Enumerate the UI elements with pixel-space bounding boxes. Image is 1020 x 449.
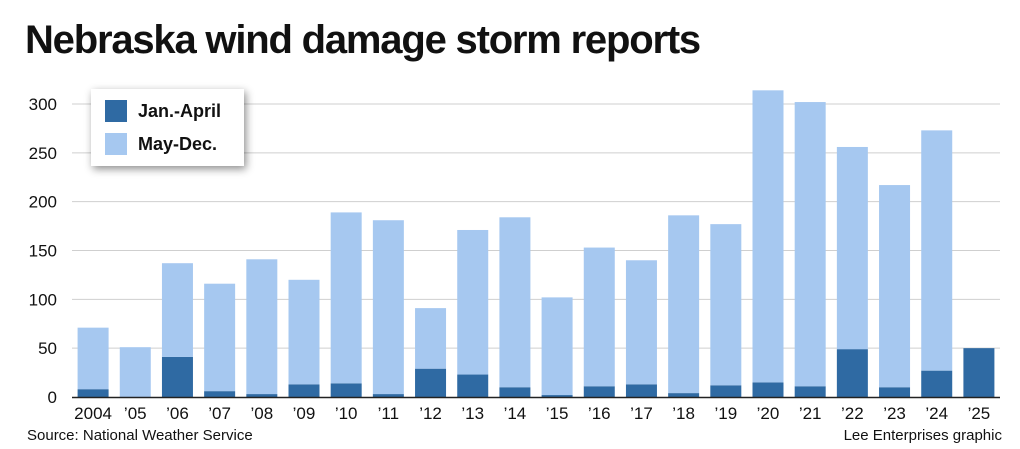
bar-may-dec <box>625 260 657 385</box>
bar-jan-april <box>415 368 447 397</box>
bar-jan-april <box>836 349 868 397</box>
y-tick-label: 250 <box>29 144 57 163</box>
bar-jan-april <box>921 370 953 397</box>
credit-note: Lee Enterprises graphic <box>843 427 1002 444</box>
bar-jan-april <box>752 382 784 397</box>
chart-legend: Jan.-April May-Dec. <box>91 89 244 166</box>
x-tick-label: ’16 <box>588 404 611 423</box>
x-tick-label: ’09 <box>293 404 316 423</box>
bar-jan-april <box>879 387 911 397</box>
axes: 0 50 100 150 200 250 300 2004 ’05 ’06 ’07 ’08 ’09 ’10… <box>29 95 1000 423</box>
x-tick-label: ’23 <box>883 404 906 423</box>
bar-jan-april <box>288 384 320 397</box>
legend-item-jan-april: Jan.-April <box>105 100 221 122</box>
bar-jan-april <box>77 389 109 397</box>
bar-may-dec <box>119 347 151 397</box>
bar-may-dec <box>330 212 362 384</box>
bar-may-dec <box>499 217 531 388</box>
y-tick-label: 150 <box>29 242 57 261</box>
x-tick-label: ’15 <box>546 404 569 423</box>
bar-jan-april <box>372 394 404 397</box>
x-tick-label: ’12 <box>419 404 442 423</box>
legend-swatch-jan-april <box>105 100 127 122</box>
bar-jan-april <box>668 393 700 397</box>
bar-jan-april <box>161 356 193 397</box>
bar-jan-april <box>246 394 278 397</box>
source-note: Source: National Weather Service <box>27 427 253 444</box>
bar-jan-april <box>457 374 489 397</box>
bar-may-dec <box>836 146 868 350</box>
x-tick-label: ’10 <box>335 404 358 423</box>
bar-jan-april <box>794 386 826 397</box>
bar-jan-april <box>625 384 657 397</box>
y-tick-label: 300 <box>29 95 57 114</box>
x-tick-label: ’17 <box>630 404 653 423</box>
bar-jan-april <box>330 383 362 397</box>
bar-may-dec <box>372 220 404 395</box>
x-tick-label: 2004 <box>74 404 112 423</box>
x-tick-label: ’24 <box>925 404 948 423</box>
x-tick-label: ’14 <box>504 404 527 423</box>
legend-label-jan-april: Jan.-April <box>138 100 222 121</box>
x-tick-label: ’21 <box>799 404 822 423</box>
bar-may-dec <box>246 259 278 395</box>
y-tick-label: 200 <box>29 193 57 212</box>
x-tick-label: ’05 <box>124 404 147 423</box>
y-tick-label: 0 <box>48 388 57 407</box>
bar-jan-april <box>204 391 236 397</box>
bar-may-dec <box>541 297 573 396</box>
x-tick-label: ’19 <box>714 404 737 423</box>
bar-may-dec <box>921 130 953 371</box>
bar-may-dec <box>77 327 109 390</box>
x-tick-label: ’22 <box>841 404 864 423</box>
bar-jan-april <box>710 385 742 397</box>
bar-jan-april <box>583 386 615 397</box>
x-tick-label: ’25 <box>968 404 991 423</box>
x-tick-label: ’08 <box>250 404 273 423</box>
bar-jan-april <box>963 348 995 397</box>
y-tick-label: 100 <box>29 290 57 309</box>
bar-may-dec <box>794 102 826 387</box>
legend-item-may-dec: May-Dec. <box>105 133 217 155</box>
bar-may-dec <box>415 308 447 369</box>
legend-label-may-dec: May-Dec. <box>138 133 218 154</box>
bar-may-dec <box>161 263 193 357</box>
x-tick-label: ’20 <box>757 404 780 423</box>
x-tick-label: ’13 <box>461 404 484 423</box>
chart-title: Nebraska wind damage storm reports <box>25 18 701 62</box>
bar-may-dec <box>204 283 236 392</box>
bar-may-dec <box>879 185 911 388</box>
bar-may-dec <box>710 224 742 386</box>
x-tick-label: ’11 <box>378 404 399 423</box>
bar-may-dec <box>457 229 489 375</box>
bar-may-dec <box>668 215 700 394</box>
bars <box>77 90 995 397</box>
legend-swatch-may-dec <box>105 133 127 155</box>
bar-jan-april <box>499 387 531 397</box>
y-tick-label: 50 <box>38 339 57 358</box>
x-tick-label: ’18 <box>672 404 695 423</box>
bar-may-dec <box>752 90 784 383</box>
bar-may-dec <box>288 279 320 385</box>
bar-may-dec <box>583 247 615 387</box>
bar-jan-april <box>541 395 573 397</box>
x-tick-label: ’07 <box>208 404 231 423</box>
x-tick-label: ’06 <box>166 404 189 423</box>
